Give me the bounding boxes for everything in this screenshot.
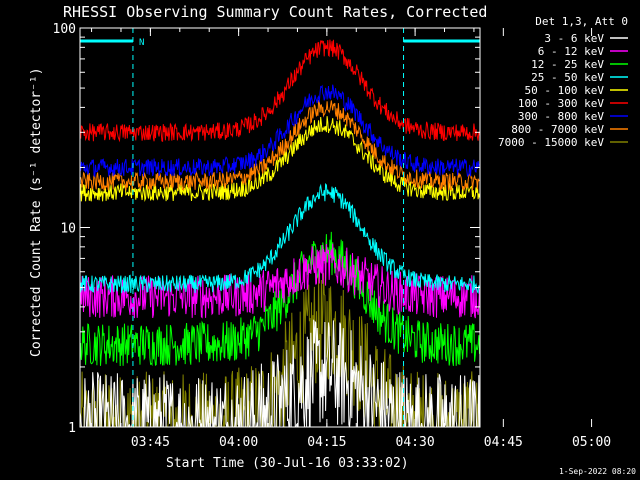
legend-label-8: 7000 - 15000 keV — [498, 136, 604, 149]
legend-label-4: 50 - 100 keV — [525, 84, 605, 97]
flag-label: N — [139, 38, 144, 48]
axis-ticks: 03:45 04:00 04:15 04:30 04:45 05:00 1 10 100 — [53, 22, 612, 450]
legend-label-1: 6 - 12 keV — [538, 45, 605, 58]
series-line-7 — [79, 99, 480, 192]
chart-title: RHESSI Observing Summary Count Rates, Co… — [63, 3, 487, 21]
legend-label-3: 25 - 50 keV — [531, 71, 604, 84]
series-line-2 — [79, 231, 480, 367]
plot-frame — [79, 27, 481, 428]
legend-label-6: 300 - 800 keV — [518, 110, 604, 123]
series-line-3 — [79, 183, 480, 294]
x-tick-label-0: 03:45 — [131, 435, 170, 450]
y-tick-label-1: 10 — [60, 222, 76, 237]
series-line-4 — [79, 116, 480, 202]
timestamp: 1-Sep-2022 08:20 — [559, 467, 636, 476]
plot-area — [79, 39, 480, 429]
legend-label-7: 800 - 7000 keV — [511, 123, 604, 136]
y-axis-label: Corrected Count Rate (s⁻¹ detector⁻¹) — [29, 67, 44, 357]
night-markers: N — [80, 28, 480, 427]
x-tick-label-3: 04:30 — [396, 435, 435, 450]
x-tick-label-1: 04:00 — [219, 435, 258, 450]
legend-label-5: 100 - 300 keV — [518, 97, 604, 110]
legend-title: Det 1,3, Att 0 — [535, 15, 628, 28]
legend-label-2: 12 - 25 keV — [531, 58, 604, 71]
x-tick-label-2: 04:15 — [307, 435, 346, 450]
series-line-6 — [79, 84, 480, 178]
y-tick-label-2: 100 — [53, 22, 76, 37]
y-tick-label-0: 1 — [68, 421, 76, 436]
legend-label-0: 3 - 6 keV — [544, 32, 604, 45]
x-axis-label: Start Time (30-Jul-16 03:33:02) — [166, 456, 409, 471]
x-tick-label-5: 05:00 — [572, 435, 611, 450]
x-tick-label-4: 04:45 — [484, 435, 523, 450]
series-line-5 — [79, 39, 480, 143]
